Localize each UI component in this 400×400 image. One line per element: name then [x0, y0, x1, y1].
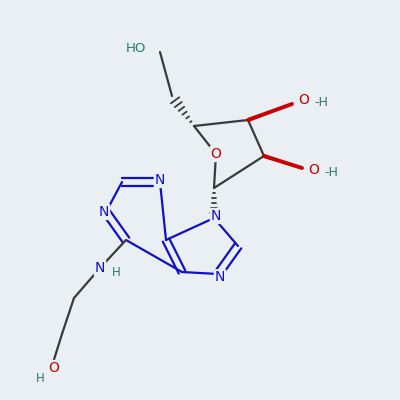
Text: O: O — [210, 147, 222, 161]
Text: O: O — [308, 163, 319, 177]
Polygon shape — [264, 155, 302, 168]
Text: N: N — [211, 209, 221, 223]
Text: -H: -H — [314, 96, 328, 109]
Text: N: N — [215, 270, 225, 284]
Text: O: O — [48, 361, 60, 375]
Text: -H: -H — [324, 166, 338, 179]
Text: N: N — [155, 173, 165, 187]
Text: N: N — [99, 205, 109, 219]
Polygon shape — [248, 104, 292, 121]
Text: H: H — [112, 266, 121, 278]
Text: H: H — [36, 372, 44, 384]
Text: HO: HO — [126, 42, 146, 54]
Text: N: N — [95, 261, 105, 275]
Text: O: O — [298, 93, 309, 107]
